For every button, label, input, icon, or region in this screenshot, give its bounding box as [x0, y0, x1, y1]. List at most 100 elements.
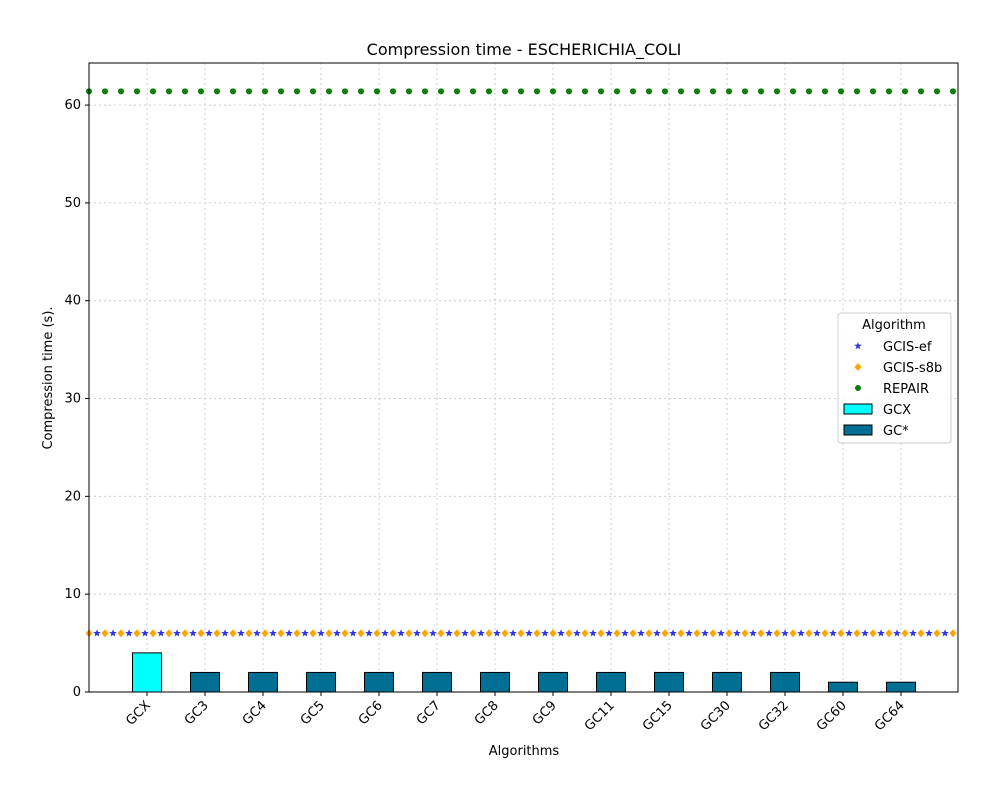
bar-gc	[248, 671, 278, 693]
marker-repair	[854, 88, 860, 95]
marker-repair	[246, 88, 252, 95]
bar-gc	[596, 671, 626, 693]
marker-gcis-ef	[237, 629, 245, 637]
bar-gc	[538, 671, 568, 693]
bar-gc	[306, 671, 336, 693]
marker-gcis-s8b	[437, 629, 445, 638]
marker-gcis-s8b	[453, 629, 461, 638]
marker-repair	[790, 88, 796, 95]
marker-repair	[534, 88, 540, 95]
marker-gcis-ef	[733, 629, 741, 637]
marker-repair	[550, 88, 556, 95]
bar-gc	[364, 671, 394, 693]
marker-gcis-ef	[557, 629, 565, 637]
marker-gcis-ef	[541, 629, 549, 637]
marker-gcis-s8b	[757, 629, 765, 638]
x-tick-label: GC60	[814, 698, 850, 734]
x-tick-label: GC6	[356, 698, 386, 728]
marker-gcis-ef	[637, 629, 645, 637]
marker-gcis-s8b	[741, 629, 749, 638]
marker-gcis-ef	[525, 629, 533, 637]
marker-gcis-ef	[893, 629, 901, 637]
x-tick-label: GC32	[756, 698, 792, 734]
bar-gc	[190, 671, 220, 693]
marker-gcis-ef	[445, 629, 453, 637]
marker-gcis-ef	[605, 629, 613, 637]
marker-repair	[134, 88, 140, 95]
marker-gcis-ef	[493, 629, 501, 637]
marker-repair	[150, 88, 156, 95]
legend-label: REPAIR	[883, 382, 929, 397]
grid	[89, 63, 958, 693]
marker-gcis-ef	[813, 629, 821, 637]
marker-gcis-ef	[877, 629, 885, 637]
marker-gcis-ef	[861, 629, 869, 637]
marker-gcis-s8b	[229, 629, 237, 638]
legend-marker-gcis-ef	[854, 342, 862, 350]
marker-gcis-s8b	[325, 629, 333, 638]
x-tick-label: GC7	[414, 698, 444, 728]
marker-gcis-ef	[717, 629, 725, 637]
legend-label: GC*	[883, 424, 909, 439]
marker-repair	[326, 88, 332, 95]
marker-gcis-ef	[573, 629, 581, 637]
marker-gcis-s8b	[789, 629, 797, 638]
marker-gcis-ef	[301, 629, 309, 637]
marker-gcis-s8b	[581, 629, 589, 638]
marker-repair	[566, 88, 572, 95]
marker-gcis-s8b	[645, 629, 653, 638]
marker-gcis-s8b	[565, 629, 573, 638]
marker-repair	[422, 88, 428, 95]
marker-repair	[294, 88, 300, 95]
y-tick-label: 30	[64, 392, 81, 407]
x-axis: GCX GC3 GC4 GC5 GC6 GC7 GC8 GC9 GC11 GC15 GC30 GC32…	[123, 692, 908, 734]
marker-gcis-s8b	[341, 629, 349, 638]
marker-gcis-ef	[397, 629, 405, 637]
y-axis-label: Compression time (s).	[41, 306, 56, 449]
marker-gcis-s8b	[373, 629, 381, 638]
marker-gcis-s8b	[917, 629, 925, 638]
marker-gcis-ef	[845, 629, 853, 637]
bar-gc	[480, 671, 510, 693]
marker-gcis-s8b	[389, 629, 397, 638]
marker-gcis-ef	[477, 629, 485, 637]
marker-gcis-ef	[509, 629, 517, 637]
marker-repair	[486, 88, 492, 95]
marker-repair	[230, 88, 236, 95]
bar-gcx	[132, 652, 162, 693]
marker-gcis-s8b	[773, 629, 781, 638]
marker-gcis-s8b	[885, 629, 893, 638]
chart-title: Compression time - ESCHERICHIA_COLI	[367, 40, 682, 60]
marker-repair	[694, 88, 700, 95]
marker-gcis-ef	[781, 629, 789, 637]
marker-repair	[630, 88, 636, 95]
x-tick-label: GC8	[472, 698, 502, 728]
marker-gcis-ef	[269, 629, 277, 637]
marker-gcis-s8b	[261, 629, 269, 638]
marker-repair	[838, 88, 844, 95]
legend-label: GCIS-ef	[883, 340, 932, 355]
bar-gc	[770, 671, 800, 693]
marker-repair	[390, 88, 396, 95]
marker-repair	[710, 88, 716, 95]
y-tick-label: 40	[64, 294, 81, 309]
marker-gcis-s8b	[661, 629, 669, 638]
bar-gc	[828, 681, 858, 693]
marker-repair	[870, 88, 876, 95]
marker-repair	[758, 88, 764, 95]
marker-gcis-s8b	[149, 629, 157, 638]
marker-gcis-s8b	[613, 629, 621, 638]
x-tick-label: GC4	[240, 698, 270, 728]
marker-gcis-ef	[157, 629, 165, 637]
marker-repair	[886, 88, 892, 95]
x-tick-label: GC15	[640, 698, 676, 734]
marker-gcis-ef	[349, 629, 357, 637]
marker-gcis-ef	[941, 629, 949, 637]
marker-gcis-s8b	[597, 629, 605, 638]
marker-repair	[662, 88, 668, 95]
marker-gcis-ef	[413, 629, 421, 637]
y-tick-label: 0	[73, 685, 81, 700]
marker-gcis-s8b	[293, 629, 301, 638]
bar-layer	[132, 652, 916, 693]
